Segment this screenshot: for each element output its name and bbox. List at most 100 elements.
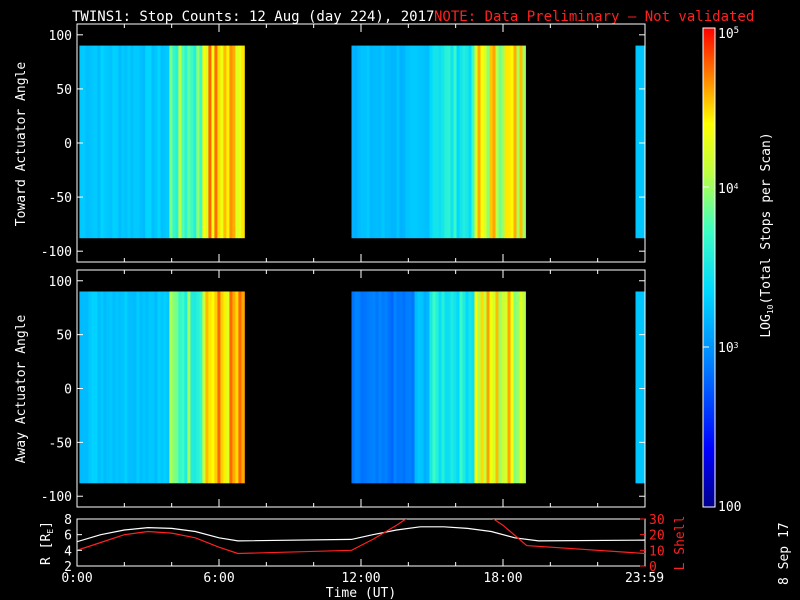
heatmap-cell	[489, 291, 493, 484]
heatmap-cell	[459, 45, 463, 239]
heatmap-cell	[366, 45, 370, 239]
heatmap-cell	[354, 291, 358, 484]
heatmap-cell	[163, 291, 167, 484]
heatmap-cell	[130, 45, 134, 239]
heatmap-cell	[498, 45, 502, 239]
heatmap-cell	[351, 291, 355, 484]
heatmap-cell	[474, 291, 478, 484]
heatmap-cell	[375, 291, 379, 484]
lshell-tick-label: 0	[649, 560, 657, 575]
heatmap-cell	[519, 45, 523, 239]
heatmap-cell	[414, 45, 418, 239]
heatmap-cell	[142, 291, 146, 484]
heatmap-cell	[133, 291, 137, 484]
heatmap-cell	[196, 291, 200, 484]
heatmap-cell	[360, 291, 364, 484]
heatmap-cell	[357, 291, 361, 484]
heatmap-cell	[638, 45, 642, 239]
heatmap-cell	[238, 291, 242, 484]
heatmap-cell	[381, 45, 385, 239]
heatmap-cell	[205, 45, 209, 239]
heatmap-cell	[462, 291, 466, 484]
lshell-tick-label: 30	[649, 513, 665, 528]
heatmap-cell	[172, 45, 176, 239]
heatmap-cell	[390, 291, 394, 484]
heatmap-cell	[426, 291, 430, 484]
heatmap-cell	[498, 291, 502, 484]
chart-note: NOTE: Data Preliminary – Not validated	[434, 9, 754, 25]
heatmap-cell	[241, 45, 245, 239]
heatmap-cell	[641, 45, 645, 239]
heatmap-cell	[408, 45, 412, 239]
heatmap-cell	[226, 291, 230, 484]
heatmap-cell	[483, 45, 487, 239]
lshell-tick-label: 20	[649, 529, 665, 544]
heatmap-cell	[160, 45, 164, 239]
heatmap-cell	[495, 291, 499, 484]
heatmap-cell	[91, 291, 95, 484]
heatmap-cell	[82, 45, 86, 239]
heatmap-cell	[405, 291, 409, 484]
heatmap-cell	[480, 45, 484, 239]
heatmap-cell	[405, 45, 409, 239]
heatmap-cell	[103, 45, 107, 239]
heatmap-cell	[635, 45, 639, 239]
heatmap-cell	[157, 45, 161, 239]
heatmap-cell	[229, 45, 233, 239]
heatmap-cell	[142, 45, 146, 239]
heatmap-cell	[408, 291, 412, 484]
colorbar-label-100: 100	[718, 500, 741, 515]
toward-heatmap-panel: 100 50 0 -50 -100	[41, 23, 646, 263]
heatmap-cell	[504, 291, 508, 484]
heatmap-cell	[148, 45, 152, 239]
heatmap-cell	[447, 45, 451, 239]
heatmap-cell	[190, 45, 194, 239]
x-tick-label: 6:00	[203, 571, 234, 586]
x-tick-label: 18:00	[483, 571, 522, 586]
r-tick-label: 4	[64, 544, 72, 559]
heatmap-cell	[387, 291, 391, 484]
heatmap-cell	[381, 291, 385, 484]
heatmap-cell	[360, 45, 364, 239]
heatmap-cell	[369, 291, 373, 484]
colorbar-label-1e4: 104	[718, 182, 739, 197]
heatmap-cell	[468, 45, 472, 239]
heatmap-cell	[196, 45, 200, 239]
heatmap-cell	[384, 291, 388, 484]
y-tick-label: -50	[49, 191, 72, 206]
heatmap-cell	[423, 45, 427, 239]
heatmap-cell	[100, 291, 104, 484]
heatmap-cell	[208, 45, 212, 239]
heatmap-cell	[450, 291, 454, 484]
y-tick-label: 50	[56, 329, 72, 344]
heatmap-cell	[459, 291, 463, 484]
colorbar: 105 104 103 100 LOG10(Total Stops per Sc…	[702, 26, 775, 515]
heatmap-cell	[471, 45, 475, 239]
heatmap-cell	[238, 45, 242, 239]
heatmap-cell	[136, 45, 140, 239]
heatmap-cell	[423, 291, 427, 484]
heatmap-cell	[453, 291, 457, 484]
heatmap-cell	[157, 291, 161, 484]
r-tick-label: 8	[64, 513, 72, 528]
heatmap-cell	[232, 291, 236, 484]
heatmap-cell	[181, 291, 185, 484]
heatmap-cell	[504, 45, 508, 239]
heatmap-cell	[513, 291, 517, 484]
heatmap-cell	[501, 291, 505, 484]
heatmap-cell	[516, 291, 520, 484]
heatmap-cell	[483, 291, 487, 484]
heatmap-cell	[372, 291, 376, 484]
heatmap-cell	[522, 45, 526, 239]
heatmap-cell	[115, 291, 119, 484]
heatmap-cell	[88, 291, 92, 484]
heatmap-cell	[435, 291, 439, 484]
heatmap-cell	[393, 291, 397, 484]
heatmap-cell	[480, 291, 484, 484]
heatmap-cell	[229, 291, 233, 484]
heatmap-cell	[184, 45, 188, 239]
heatmap-cell	[462, 45, 466, 239]
y-tick-label: 50	[56, 83, 72, 98]
heatmap-cell	[441, 291, 445, 484]
